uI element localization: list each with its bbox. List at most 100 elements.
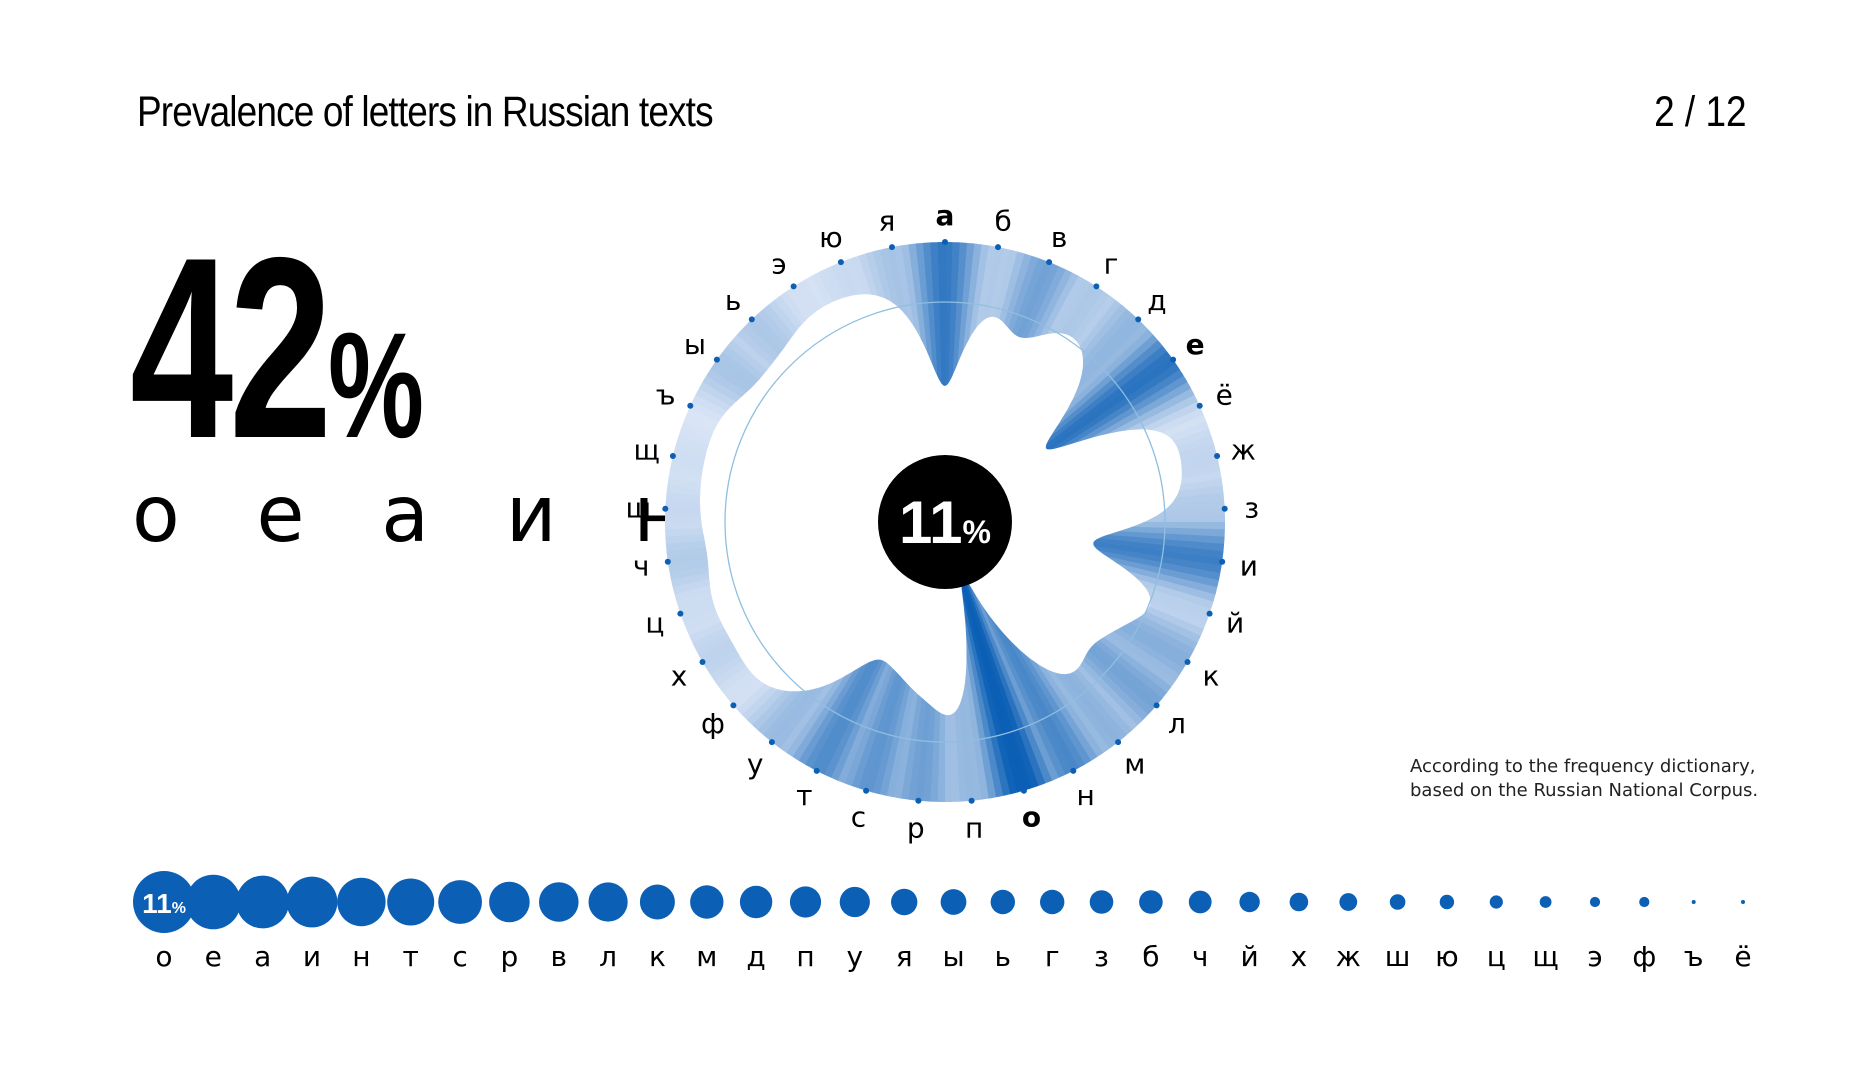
ring-segment — [702, 366, 945, 522]
strip-dot-5 — [387, 878, 435, 926]
letter-marker-12 — [1153, 702, 1160, 709]
ring-segment — [915, 238, 945, 523]
ring-segment — [772, 291, 945, 522]
alphabet-label-11: к — [1202, 660, 1219, 693]
ring-segment — [715, 347, 945, 522]
ring-segment — [698, 522, 945, 671]
ring-segment — [945, 393, 1202, 522]
alphabet-label-1: б — [994, 205, 1011, 238]
ring-segment — [945, 463, 1225, 522]
ring-segment — [945, 413, 1211, 522]
strip-label-22: й — [1240, 940, 1258, 973]
strip-label-0: о — [155, 940, 172, 973]
letter-marker-8 — [1221, 505, 1228, 512]
strip-label-7: р — [501, 940, 519, 973]
ring-segment — [945, 522, 1135, 739]
letter-marker-23 — [677, 610, 684, 617]
ring-segment — [755, 305, 945, 522]
ring-segment — [795, 522, 945, 768]
strip-dot-16 — [940, 889, 967, 915]
strip-dot-19 — [1089, 890, 1114, 914]
reference-circle — [724, 301, 1166, 743]
letter-marker-19 — [813, 767, 820, 774]
source-line-2: based on the Russian National Corpus. — [1410, 780, 1759, 801]
headline-unit: % — [327, 301, 425, 469]
ring-segment — [789, 522, 945, 765]
strip-dot-12 — [739, 885, 773, 919]
strip-dot-1 — [186, 874, 241, 930]
ring-segment — [945, 522, 1161, 714]
ring-segment — [706, 522, 945, 683]
ring-segment — [710, 522, 945, 689]
ring-segment — [864, 247, 945, 523]
strip-dot-32 — [1741, 900, 1745, 904]
ring-segment — [945, 522, 1130, 744]
ring-segment — [945, 269, 1082, 522]
ring-segment — [945, 507, 1229, 522]
ring-segment — [945, 380, 1196, 522]
ring-segment — [666, 522, 945, 589]
ring-segment — [748, 522, 945, 734]
strip-dot-27 — [1489, 895, 1503, 909]
ring-segment — [850, 251, 945, 522]
ring-segment — [945, 522, 1012, 801]
alphabet-label-19: т — [796, 779, 812, 812]
letter-marker-9 — [1219, 558, 1226, 565]
strip-dot-13 — [789, 886, 822, 918]
strip-dot-0 — [133, 871, 195, 933]
ring-segment — [945, 522, 1033, 795]
ring-segment — [945, 522, 1047, 791]
ring-segment — [945, 522, 1202, 653]
strip-label-21: ч — [1192, 940, 1209, 973]
ring-segment — [699, 372, 945, 522]
source-note: According to the frequency dictionary, b… — [1410, 755, 1790, 803]
ring-segment — [753, 522, 945, 738]
strip-first-value-label: 11% — [142, 888, 186, 919]
ring-segment — [662, 522, 945, 560]
letter-marker-25 — [662, 505, 669, 512]
strip-label-32: ё — [1734, 940, 1751, 973]
ring-segment — [945, 522, 1004, 802]
center-badge-unit: % — [962, 514, 990, 550]
ring-segment — [682, 522, 945, 638]
letter-marker-1 — [995, 244, 1001, 251]
alphabet-label-31: ю — [819, 221, 843, 254]
alphabet-label-12: л — [1168, 707, 1186, 740]
ring-segment — [670, 522, 945, 603]
ring-segment — [691, 522, 945, 658]
alphabet-label-13: м — [1124, 747, 1145, 780]
ring-segment — [718, 522, 945, 701]
alphabet-label-14: н — [1077, 779, 1095, 812]
ring-segment — [945, 477, 1227, 522]
ring-segment — [719, 342, 945, 522]
strip-label-18: г — [1045, 940, 1060, 973]
alphabet-label-22: х — [671, 660, 688, 693]
ring-segment — [694, 522, 945, 664]
ring-segment — [782, 522, 945, 761]
letter-marker-20 — [768, 739, 775, 746]
letter-marker-3 — [1093, 283, 1100, 290]
strip-dot-23 — [1289, 892, 1309, 912]
strip-label-6: с — [452, 940, 467, 973]
alphabet-label-18: с — [851, 801, 866, 834]
ring-segment — [796, 275, 945, 522]
alphabet-label-5: е — [1186, 328, 1205, 361]
ring-segment — [945, 522, 1100, 765]
ring-segment — [784, 283, 945, 522]
ring-segment — [688, 522, 945, 651]
ring-segment — [945, 522, 1061, 785]
alphabet-label-0: а — [936, 199, 955, 232]
ring-segment — [937, 237, 947, 523]
alphabet-label-8: з — [1244, 491, 1259, 524]
ring-segment — [744, 315, 945, 522]
alphabet-label-24: ч — [633, 550, 650, 583]
strip-dot-20 — [1139, 890, 1163, 914]
sorted-frequency-strip: о е а и н т с р в л к м д п у я ы ь г з б ч й х ж ш ю ц щ э ф ъ ё 11% — [133, 871, 1752, 973]
strip-dot-24 — [1339, 893, 1358, 911]
strip-label-11: м — [696, 940, 717, 973]
ring-segment — [733, 325, 945, 522]
letter-marker-0 — [942, 239, 948, 245]
letter-marker-32 — [889, 244, 895, 251]
alphabet-label-30: э — [771, 248, 786, 281]
ring-segment — [945, 522, 1151, 724]
